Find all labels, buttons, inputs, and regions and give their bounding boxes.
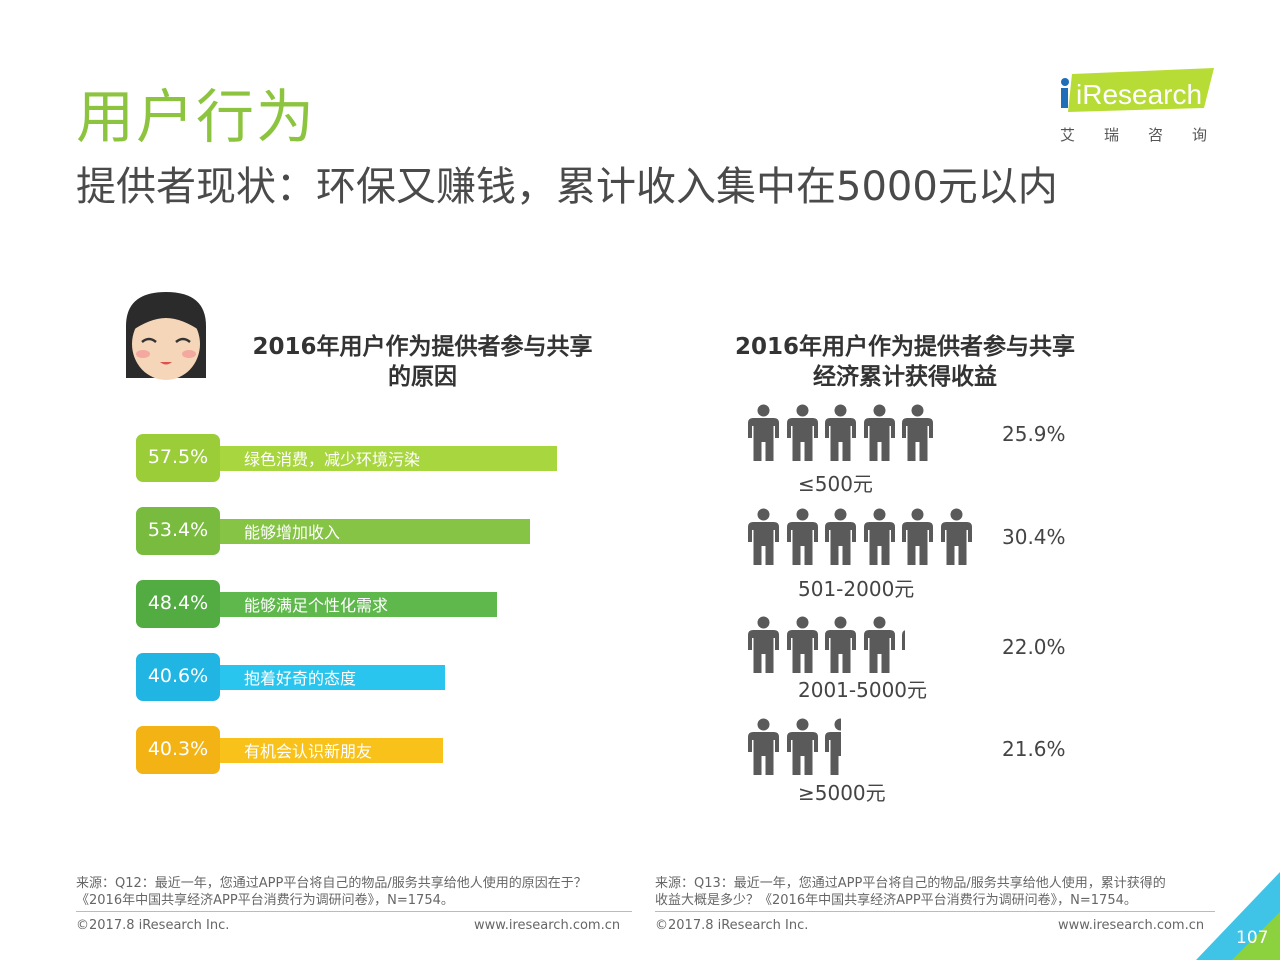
reasons-chart-title: 2016年用户作为提供者参与共享的原因 <box>252 334 593 390</box>
reason-value-badge <box>136 653 220 701</box>
reason-bar <box>176 446 558 471</box>
person-icon <box>825 508 856 568</box>
reason-category-label: 绿色消费，减少环境污染 <box>244 450 421 469</box>
iresearch-logo: iResearch 艾瑞咨询 <box>1058 66 1218 150</box>
income-chart-title: 2016年用户作为提供者参与共享经济累计获得收益 <box>734 334 1075 390</box>
right-source-note: 来源：Q13：最近一年，您通过APP平台将自己的物品/服务共享给他人使用，累计获… <box>655 875 1166 909</box>
reason-bar-row: 57.5% 绿色消费，减少环境污染 <box>136 434 606 484</box>
page-number: 107 <box>1236 928 1269 948</box>
left-source-note: 来源：Q12：最近一年，您通过APP平台将自己的物品/服务共享给他人使用的原因在… <box>76 875 587 909</box>
left-footer-divider <box>76 911 632 912</box>
person-icon <box>786 616 818 676</box>
person-icon <box>902 404 933 464</box>
income-range-label: ≤500元 <box>798 472 873 496</box>
logo-chinese-name: 艾瑞咨询 <box>1060 126 1237 144</box>
person-icon <box>748 508 779 568</box>
person-icon-row <box>748 508 979 570</box>
reason-bar <box>176 519 531 544</box>
reason-bar-row: 53.4% 能够增加收入 <box>136 507 606 557</box>
left-website-url: www.iresearch.com.cn <box>474 918 621 933</box>
person-icon <box>748 718 779 778</box>
right-source-line-2: 收益大概是多少？《2016年中国共享经济APP平台消费行为调研问卷》，N=175… <box>655 893 1137 908</box>
person-icon <box>863 508 895 568</box>
reason-category-label: 能够增加收入 <box>244 523 341 542</box>
person-icon <box>825 718 841 778</box>
reason-value-badge <box>136 580 220 628</box>
reason-value-badge <box>136 726 220 774</box>
person-icon <box>748 404 779 464</box>
reason-value-label: 40.3% <box>147 738 209 760</box>
person-icon-row <box>748 404 941 466</box>
logo-wordmark: iResearch <box>1061 68 1214 112</box>
page-corner-decoration <box>1196 872 1280 960</box>
section-title: 用户行为 <box>76 83 317 151</box>
reason-category-label: 有机会认识新朋友 <box>244 742 373 761</box>
person-icon <box>863 404 895 464</box>
income-percent-label: 21.6% <box>1002 737 1066 761</box>
right-website-url: www.iresearch.com.cn <box>1058 918 1205 933</box>
reason-bar <box>176 665 446 690</box>
reason-value-label: 53.4% <box>147 519 209 541</box>
reason-bar-row: 48.4% 能够满足个性化需求 <box>136 580 606 630</box>
income-percent-label: 25.9% <box>1002 422 1066 446</box>
reason-value-label: 57.5% <box>147 446 209 468</box>
person-icon <box>825 404 856 464</box>
reason-value-label: 40.6% <box>147 665 209 687</box>
person-icon <box>786 718 818 778</box>
person-icon <box>786 508 818 568</box>
girl-face-icon <box>126 292 206 380</box>
person-icon <box>863 616 895 676</box>
income-percent-label: 22.0% <box>1002 635 1066 659</box>
left-copyright: ©2017.8 iResearch Inc. <box>76 918 230 933</box>
person-icon-row <box>748 616 941 678</box>
reason-bar <box>176 592 498 617</box>
reason-value-label: 48.4% <box>147 592 209 614</box>
income-range-label: ≥5000元 <box>798 781 886 805</box>
left-source-line-1: 来源：Q12：最近一年，您通过APP平台将自己的物品/服务共享给他人使用的原因在… <box>76 876 587 891</box>
person-icon <box>902 508 933 568</box>
person-icon <box>902 616 906 676</box>
income-percent-label: 30.4% <box>1002 525 1066 549</box>
reason-category-label: 抱着好奇的态度 <box>244 669 357 688</box>
person-icon <box>825 616 856 676</box>
reason-bar-row: 40.3% 有机会认识新朋友 <box>136 726 606 776</box>
reason-category-label: 能够满足个性化需求 <box>244 596 389 615</box>
person-icon <box>786 404 818 464</box>
income-range-label: 2001-5000元 <box>798 678 928 702</box>
reason-value-badge <box>136 507 220 555</box>
right-copyright: ©2017.8 iResearch Inc. <box>655 918 809 933</box>
reason-bar-row: 40.6% 抱着好奇的态度 <box>136 653 606 703</box>
reason-bar <box>176 738 444 763</box>
svg-text:iResearch: iResearch <box>1076 79 1202 110</box>
person-icon-row <box>748 718 864 780</box>
right-footer-divider <box>655 911 1215 912</box>
income-range-label: 501-2000元 <box>798 577 915 601</box>
page-subtitle: 提供者现状：环保又赚钱，累计收入集中在5000元以内 <box>76 164 1058 210</box>
person-icon <box>748 616 779 676</box>
right-source-line-1: 来源：Q13：最近一年，您通过APP平台将自己的物品/服务共享给他人使用，累计获… <box>655 876 1166 891</box>
person-icon <box>940 508 972 568</box>
reason-value-badge <box>136 434 220 482</box>
left-source-line-2: 《2016年中国共享经济APP平台消费行为调研问卷》，N=1754。 <box>76 893 454 908</box>
